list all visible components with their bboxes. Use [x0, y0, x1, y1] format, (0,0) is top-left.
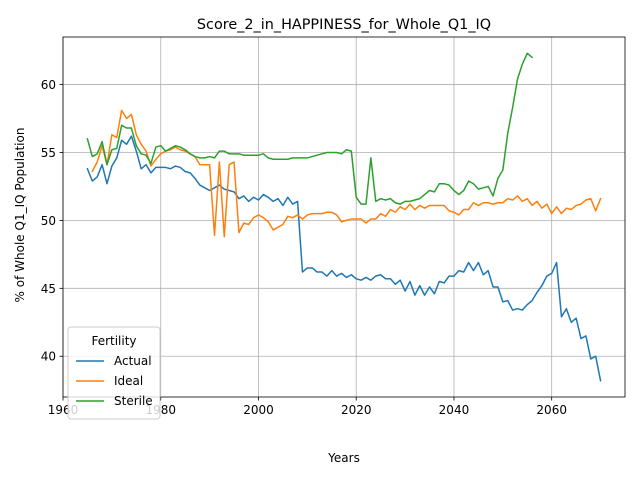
y-tick-label: 60 — [41, 78, 56, 92]
y-tick-label: 55 — [41, 146, 56, 160]
x-tick-label: 2040 — [439, 403, 470, 417]
chart-title: Score_2_in_HAPPINESS_for_Whole_Q1_IQ — [197, 17, 491, 33]
y-tick-label: 50 — [41, 214, 56, 228]
legend-title: Fertility — [91, 334, 136, 348]
x-tick-label: 2020 — [341, 403, 372, 417]
x-tick-label: 2000 — [243, 403, 274, 417]
legend-label-actual: Actual — [114, 354, 152, 368]
y-tick-label: 40 — [41, 350, 56, 364]
legend-label-sterile: Sterile — [114, 394, 153, 408]
legend: Fertility Actual Ideal Sterile — [68, 327, 160, 419]
y-axis-label: % of Whole Q1_IQ Population — [13, 128, 27, 303]
y-tick-label: 45 — [41, 282, 56, 296]
x-tick-label: 2060 — [536, 403, 567, 417]
x-axis-label: Years — [327, 451, 360, 465]
legend-label-ideal: Ideal — [114, 374, 143, 388]
